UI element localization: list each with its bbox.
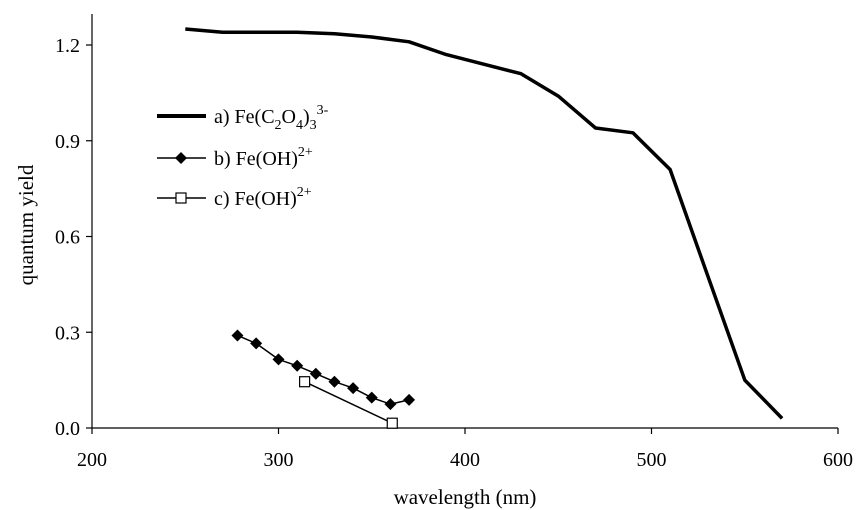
legend-label-b: b) Fe(OH)2+ [214,145,313,170]
data-point-diamond [403,393,416,406]
data-point-diamond [309,367,322,380]
series-group [185,27,784,429]
series-line-a [185,27,784,420]
series-line-b [237,334,410,405]
legend-item-c: c) Fe(OH)2+ [157,185,312,210]
y-ticks: 0.0 0.3 0.6 0.9 1.2 [55,35,92,440]
legend-marker-c-square-icon [175,192,187,204]
data-point-diamond [291,359,304,372]
legend-item-b: b) Fe(OH)2+ [157,145,313,170]
y-tick-label: 0.0 [55,418,80,440]
legend-item-a: a) Fe(C2O4)33- [157,103,329,133]
y-tick-label: 0.6 [55,227,80,249]
x-tick-label: 400 [450,449,480,471]
x-axis-title: wavelength (nm) [394,485,537,509]
data-point-diamond [250,337,263,350]
y-tick-label: 1.2 [55,35,80,57]
x-tick-label: 300 [264,449,294,471]
legend: a) Fe(C2O4)33- b) Fe(OH)2+ c) Fe(OH)2+ [157,103,329,210]
legend-marker-b-diamond-icon [175,152,187,164]
x-tick-label: 600 [823,449,853,471]
data-point-diamond [365,391,378,404]
y-axis-title: quantum yield [14,164,38,285]
y-tick-label: 0.3 [55,322,80,344]
y-tick-label: 0.9 [55,131,80,153]
plot-area: 200 300 400 500 600 0.0 0.3 0.6 0.9 1.2 [55,14,853,471]
series-line-c [304,381,393,424]
data-point-square [299,376,311,388]
data-point-diamond [328,375,341,388]
data-point-diamond [347,382,360,395]
data-point-diamond [231,329,244,342]
data-point-diamond [272,353,285,366]
data-point-square [386,417,398,429]
legend-label-c: c) Fe(OH)2+ [214,185,312,210]
x-ticks: 200 300 400 500 600 [77,428,853,471]
legend-label-a: a) Fe(C2O4)33- [214,103,329,133]
x-tick-label: 500 [637,449,667,471]
x-tick-label: 200 [77,449,107,471]
data-point-diamond [384,398,397,411]
